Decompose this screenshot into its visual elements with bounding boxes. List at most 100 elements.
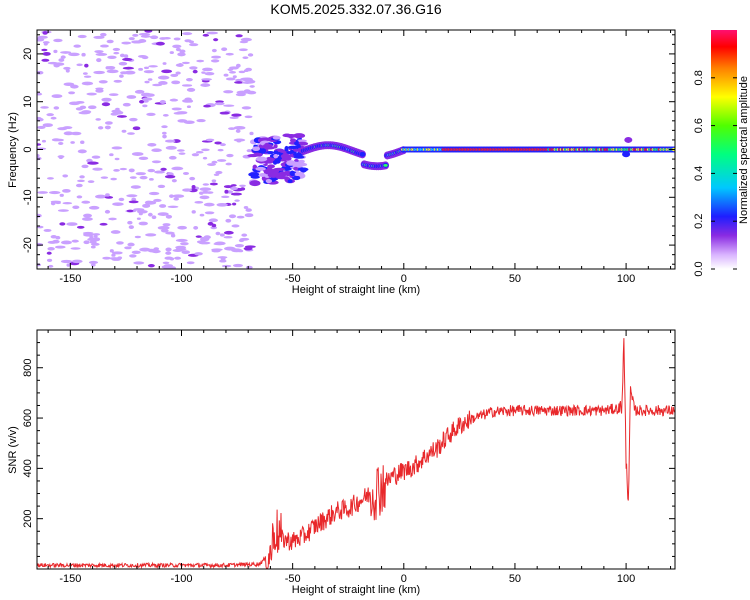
transition-cluster-blob bbox=[259, 148, 267, 154]
noise-speckle bbox=[57, 209, 69, 212]
transition-cluster-blob bbox=[276, 175, 288, 180]
noise-speckle bbox=[219, 143, 226, 147]
noise-speckle bbox=[183, 120, 195, 124]
noise-speckle bbox=[93, 235, 98, 238]
noise-speckle bbox=[244, 213, 254, 218]
noise-speckle bbox=[151, 249, 161, 254]
noise-speckle bbox=[37, 92, 43, 96]
noise-speckle bbox=[41, 139, 47, 143]
noise-speckle bbox=[152, 83, 163, 87]
transition-cluster-blob bbox=[298, 159, 305, 164]
noise-speckle bbox=[172, 194, 185, 198]
noise-speckle bbox=[119, 167, 128, 171]
noise-speckle bbox=[132, 126, 141, 131]
transition-cluster-blob bbox=[293, 133, 306, 139]
noise-speckle bbox=[145, 233, 157, 237]
colorbar-tick-label: 0.4 bbox=[693, 166, 705, 181]
transition-cluster-blob bbox=[265, 179, 273, 184]
noise-speckle bbox=[128, 37, 135, 41]
noise-speckle bbox=[83, 240, 90, 245]
noise-speckle bbox=[171, 166, 184, 171]
noise-speckle bbox=[70, 84, 79, 89]
noise-speckle bbox=[50, 200, 61, 204]
noise-speckle bbox=[188, 43, 199, 47]
noise-speckle bbox=[200, 83, 211, 87]
noise-speckle bbox=[230, 184, 237, 187]
noise-speckle bbox=[161, 82, 168, 85]
colorbar-tick-label: 0.0 bbox=[693, 261, 705, 276]
noise-speckle bbox=[113, 51, 120, 55]
transition-cluster-blob bbox=[296, 162, 308, 167]
noise-speckle bbox=[247, 53, 254, 57]
noise-speckle bbox=[58, 58, 65, 62]
noise-speckle bbox=[119, 74, 124, 78]
noise-speckle bbox=[92, 233, 101, 236]
noise-speckle bbox=[70, 247, 81, 250]
transition-cluster-blob bbox=[288, 134, 294, 139]
noise-speckle bbox=[223, 246, 236, 251]
noise-speckle bbox=[105, 66, 111, 70]
noise-speckle bbox=[108, 93, 119, 96]
noise-speckle bbox=[177, 149, 185, 152]
noise-speckle bbox=[243, 205, 249, 209]
noise-speckle bbox=[150, 35, 159, 40]
noise-speckle bbox=[169, 194, 174, 198]
y-tick-label: 0 bbox=[22, 146, 34, 152]
noise-speckle bbox=[132, 33, 139, 37]
noise-speckle bbox=[65, 68, 70, 73]
noise-speckle bbox=[90, 245, 96, 249]
noise-speckle bbox=[169, 98, 179, 102]
noise-speckle bbox=[37, 213, 42, 218]
noise-speckle bbox=[60, 259, 73, 264]
noise-speckle bbox=[175, 63, 184, 67]
noise-speckle bbox=[229, 70, 237, 74]
noise-speckle bbox=[47, 177, 54, 180]
noise-speckle bbox=[241, 233, 248, 237]
noise-speckle bbox=[54, 245, 66, 249]
noise-speckle bbox=[68, 101, 81, 106]
noise-speckle bbox=[211, 249, 221, 253]
transition-cluster-blob bbox=[284, 145, 289, 152]
noise-speckle bbox=[101, 97, 112, 102]
noise-speckle bbox=[211, 179, 217, 183]
noise-speckle bbox=[153, 198, 162, 202]
noise-speckle bbox=[240, 187, 246, 191]
noise-speckle bbox=[140, 92, 152, 97]
noise-speckle bbox=[81, 52, 86, 57]
transition-cluster-blob bbox=[250, 175, 260, 179]
noise-speckle bbox=[62, 174, 69, 178]
transition-cluster-blob bbox=[263, 146, 276, 150]
noise-speckle bbox=[95, 52, 108, 56]
noise-speckle bbox=[75, 107, 84, 111]
noise-speckle bbox=[90, 242, 100, 246]
noise-speckle bbox=[41, 58, 50, 62]
x-tick-label: -50 bbox=[285, 273, 301, 285]
noise-speckle bbox=[154, 170, 165, 174]
colorbar: 0.0 0.2 0.4 0.6 0.8 Normalized spectral ampl… bbox=[693, 30, 750, 277]
noise-speckle bbox=[215, 170, 223, 175]
noise-speckle bbox=[81, 164, 89, 169]
noise-speckle bbox=[134, 89, 145, 94]
noise-speckle bbox=[162, 131, 167, 135]
noise-speckle bbox=[219, 233, 225, 237]
noise-speckle bbox=[219, 259, 227, 263]
noise-speckle bbox=[165, 145, 177, 150]
noise-speckle bbox=[142, 104, 148, 108]
noise-speckle bbox=[199, 195, 210, 200]
noise-speckle bbox=[42, 41, 50, 44]
signal-ridge-core bbox=[383, 163, 388, 167]
noise-speckle bbox=[235, 129, 241, 133]
noise-speckle bbox=[241, 106, 252, 110]
noise-speckle bbox=[234, 244, 245, 248]
transition-cluster-blob bbox=[292, 175, 301, 181]
noise-speckle bbox=[191, 153, 200, 157]
noise-speckle bbox=[223, 230, 234, 235]
noise-speckle bbox=[181, 84, 193, 87]
noise-speckle bbox=[115, 107, 120, 111]
transition-cluster-blob bbox=[272, 135, 281, 140]
noise-speckle bbox=[201, 190, 209, 194]
transition-cluster-blob bbox=[296, 139, 308, 143]
noise-speckle bbox=[186, 261, 195, 265]
noise-speckle bbox=[147, 78, 153, 81]
noise-speckle bbox=[215, 100, 224, 103]
